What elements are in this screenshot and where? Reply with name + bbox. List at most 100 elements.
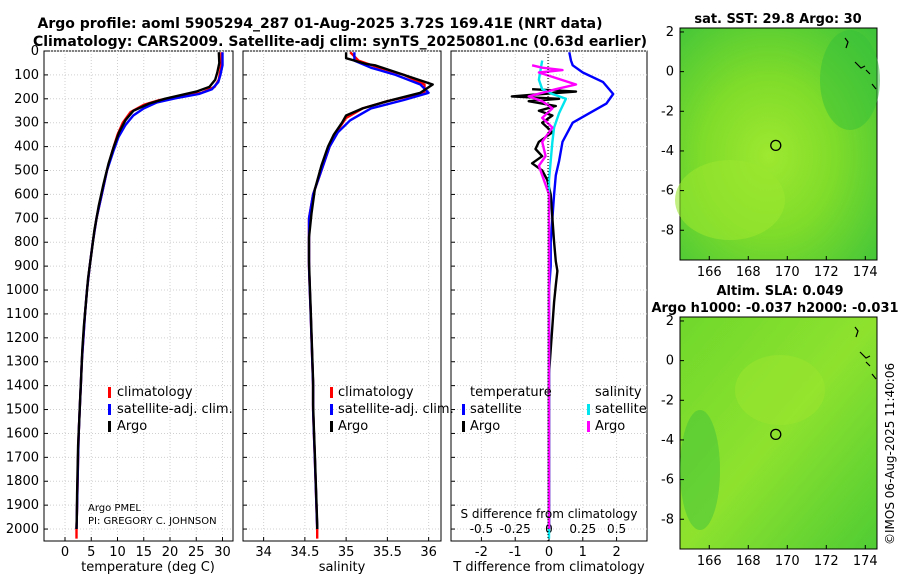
legend-label-satellite: satellite-adj. clim.: [117, 402, 233, 417]
argo-float-marker: [770, 139, 782, 152]
legend-swatch-sal-satellite: [587, 404, 590, 415]
map-tick-label-lon: 168: [736, 554, 761, 569]
tick-label-depth: 200: [14, 92, 39, 107]
map-tick-label-lat: 2: [666, 25, 674, 40]
sla-high-patch: [735, 355, 825, 425]
tick-label-depth: 800: [14, 235, 39, 250]
temperature-axes: [43, 50, 234, 542]
tick-label-x: 34: [255, 545, 272, 560]
tick-label-depth: 900: [14, 259, 39, 274]
tick-label-x: 10: [109, 545, 126, 560]
legend-label-argo: Argo: [338, 419, 368, 434]
figure-title-line1: Argo profile: aoml 5905294_287 01-Aug-20…: [38, 16, 603, 32]
sst-map-title: sat. SST: 29.8 Argo: 30: [694, 12, 861, 27]
map-tick-label-lon: 174: [853, 554, 878, 569]
legend-swatch-climatology: [108, 387, 111, 398]
difference-legend: temperature salinity satellite Argo sate…: [462, 385, 647, 434]
coastline: [844, 37, 877, 90]
tick-label-x: 36: [420, 545, 437, 560]
tick-label-depth: 700: [14, 211, 39, 226]
tick-label-depth: 1300: [6, 355, 39, 370]
legend-swatch-temp-argo: [462, 421, 465, 432]
map-tick-label-lat: -8: [661, 223, 674, 238]
legend-title-salinity: salinity: [595, 385, 642, 400]
figure-title-line2: Climatology: CARS2009. Satellite-adj cli…: [33, 34, 647, 50]
tick-label-depth: 2000: [6, 522, 39, 537]
argo-float-marker: [770, 428, 782, 441]
tick-label-depth: 1900: [6, 498, 39, 513]
temperature-legend: climatology satellite-adj. clim. Argo: [108, 385, 233, 434]
credit-line1: Argo PMEL: [88, 503, 141, 514]
tick-label-depth: 1000: [6, 283, 39, 298]
sla-low-patch: [680, 410, 720, 530]
map-tick-label-lat: -2: [661, 393, 674, 408]
tick-label-salinity-diff: 0.25: [569, 522, 596, 536]
map-tick-label-lon: 172: [814, 554, 839, 569]
legend-label-sal-argo: Argo: [595, 419, 625, 434]
tick-label-x: 15: [135, 545, 152, 560]
sst-warm-patch: [675, 160, 785, 240]
tick-label-salinity-diff: -0.25: [500, 522, 531, 536]
series-line-argo: [75, 52, 221, 530]
legend-label-sal-satellite: satellite: [595, 402, 647, 417]
legend-label-temp-argo: Argo: [470, 419, 500, 434]
sla-map-title: Altim. SLA: 0.049: [717, 284, 844, 299]
coastline: [854, 326, 877, 380]
legend-label-argo: Argo: [117, 419, 147, 434]
tick-label-x: 35.5: [373, 545, 402, 560]
map-tick-label-lon: 170: [775, 265, 800, 280]
map-tick-label-lon: 166: [697, 265, 722, 280]
legend-swatch-argo: [330, 421, 333, 432]
series-line-argo: [307, 52, 434, 529]
map-tick-label-lat: -8: [661, 512, 674, 527]
tick-label-salinity-diff: 0.5: [607, 522, 626, 536]
map-tick-label-lon: 166: [697, 554, 722, 569]
map-tick-label-lat: -6: [661, 473, 674, 488]
map-tick-label-lat: 0: [666, 65, 674, 80]
tick-label-depth: 1700: [6, 450, 39, 465]
map-tick-label-lat: -2: [661, 104, 674, 119]
tick-label-x: 35: [338, 545, 355, 560]
legend-label-climatology: climatology: [117, 385, 193, 400]
tick-label-x: -2: [475, 545, 488, 560]
legend-title-temperature: temperature: [470, 385, 552, 400]
sla-map: [679, 316, 878, 550]
tick-label-depth: 300: [14, 116, 39, 131]
legend-swatch-temp-satellite: [462, 404, 465, 415]
tick-label-depth: 400: [14, 140, 39, 155]
difference-xlabel-top: S difference from climatology: [461, 507, 638, 521]
tick-label-x: 34.5: [290, 545, 319, 560]
tick-label-x: 5: [87, 545, 95, 560]
legend-swatch-satellite: [108, 404, 111, 415]
legend-swatch-argo: [108, 421, 111, 432]
tick-label-depth: 100: [14, 68, 39, 83]
tick-label-depth: 1400: [6, 379, 39, 394]
map-tick-label-lon: 174: [853, 265, 878, 280]
tick-label-x: 1: [579, 545, 587, 560]
map-tick-label-lat: -4: [661, 144, 674, 159]
tick-label-depth: 500: [14, 164, 39, 179]
tick-label-depth: 1100: [6, 307, 39, 322]
tick-label-depth: 1800: [6, 474, 39, 489]
legend-label-satellite: satellite-adj. clim.: [338, 402, 454, 417]
salinity-xlabel: salinity: [319, 560, 366, 575]
map-tick-label-lat: -4: [661, 433, 674, 448]
legend-label-temp-satellite: satellite: [470, 402, 522, 417]
tick-label-x: -1: [509, 545, 522, 560]
tick-label-depth: 0: [31, 44, 39, 59]
tick-label-x: 0: [545, 545, 553, 560]
tick-label-x: 2: [612, 545, 620, 560]
series-line-temperature-argo: [510, 88, 578, 529]
tick-label-x: 20: [162, 545, 179, 560]
difference-xlabel: T difference from climatology: [452, 560, 645, 575]
tick-label-x: 30: [214, 545, 231, 560]
temperature-xlabel: temperature (deg C): [81, 560, 215, 575]
legend-swatch-sal-argo: [587, 421, 590, 432]
map-tick-label-lat: 2: [666, 314, 674, 329]
map-tick-label-lon: 168: [736, 265, 761, 280]
legend-swatch-climatology: [330, 387, 333, 398]
salinity-axes: [242, 50, 442, 542]
sst-cool-patch: [820, 30, 880, 130]
map-tick-label-lat: -6: [661, 184, 674, 199]
